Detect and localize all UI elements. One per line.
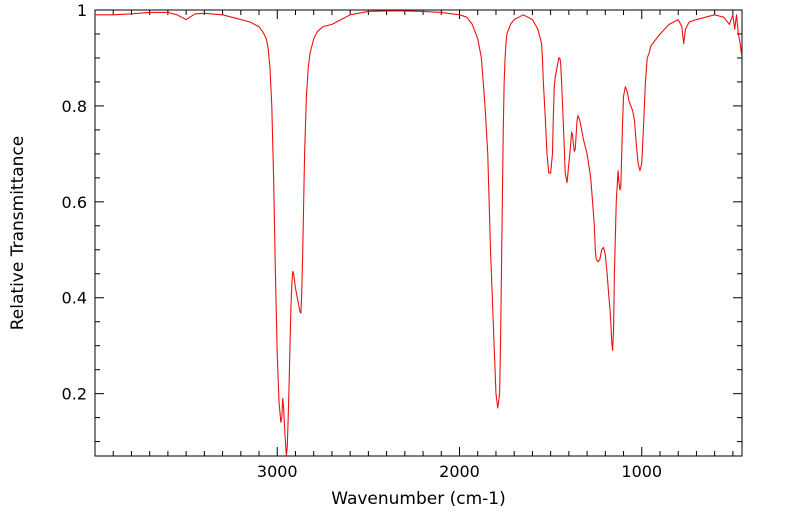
x-axis-title: Wavenumber (cm-1)	[331, 489, 506, 509]
y-axis-title: Relative Transmittance	[8, 136, 28, 331]
plot-frame	[94, 9, 743, 457]
y-tick-label: 0.6	[62, 193, 87, 212]
y-tick-label: 0.4	[62, 289, 87, 308]
axis-ticks	[94, 9, 742, 456]
y-tick-label: 1	[77, 1, 87, 20]
x-tick-label: 1000	[621, 462, 662, 481]
x-tick-label: 2000	[439, 462, 480, 481]
spectrum-line-0	[95, 10, 742, 456]
y-tick-label: 0.8	[62, 97, 87, 116]
series-layer	[95, 10, 742, 456]
x-tick-label: 3000	[257, 462, 298, 481]
axis-tick-labels: 3000 2000 1000 0.2 0.4 0.6 0.8 1	[62, 1, 663, 481]
y-tick-label: 0.2	[62, 385, 87, 404]
